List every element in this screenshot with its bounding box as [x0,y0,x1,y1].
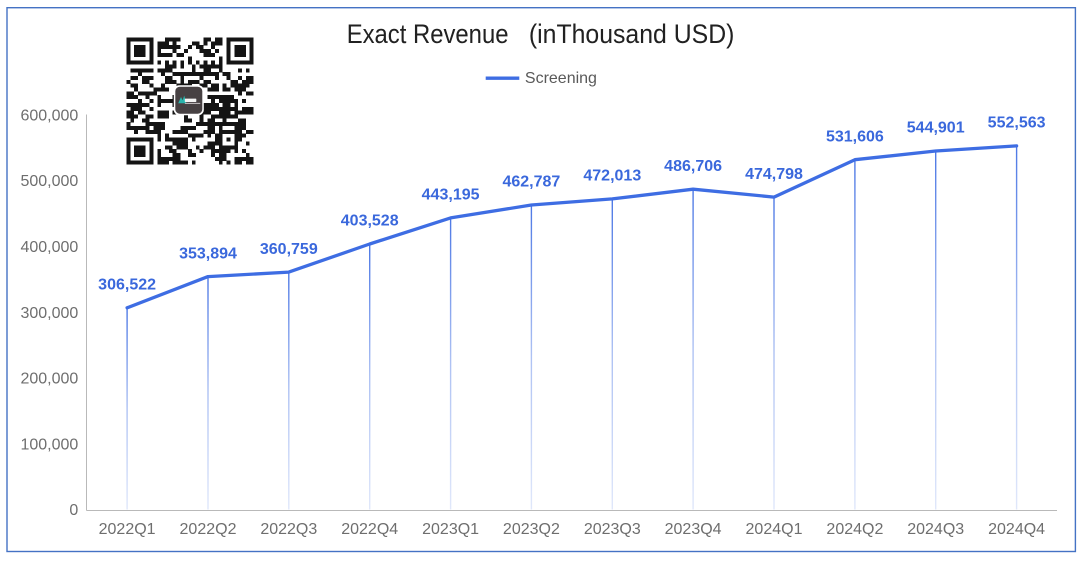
svg-text:552,563: 552,563 [988,115,1046,132]
svg-text:(inThousand USD): (inThousand USD) [529,19,735,49]
svg-text:2022Q1: 2022Q1 [99,521,156,538]
svg-text:462,787: 462,787 [502,174,560,191]
svg-text:2024Q3: 2024Q3 [907,521,964,538]
svg-text:360,759: 360,759 [260,241,318,258]
svg-text:2023Q3: 2023Q3 [584,521,641,538]
svg-text:472,013: 472,013 [583,168,641,185]
svg-text:306,522: 306,522 [98,277,156,294]
svg-text:Screening: Screening [525,70,597,87]
svg-text:300,000: 300,000 [20,305,78,322]
svg-text:486,706: 486,706 [664,158,722,175]
svg-text:443,195: 443,195 [422,187,480,204]
svg-text:544,901: 544,901 [907,120,965,137]
svg-text:2024Q4: 2024Q4 [988,521,1045,538]
svg-text:100,000: 100,000 [20,436,78,453]
svg-text:Exact Revenue: Exact Revenue [347,19,509,49]
svg-text:2024Q2: 2024Q2 [826,521,883,538]
svg-text:0: 0 [69,502,78,519]
svg-text:400,000: 400,000 [20,239,78,256]
svg-text:2023Q4: 2023Q4 [665,521,722,538]
svg-text:600,000: 600,000 [20,107,78,124]
svg-text:2023Q1: 2023Q1 [422,521,479,538]
svg-text:531,606: 531,606 [826,128,884,145]
svg-text:474,798: 474,798 [745,166,803,183]
svg-text:2022Q4: 2022Q4 [341,521,398,538]
svg-text:2023Q2: 2023Q2 [503,521,560,538]
svg-text:200,000: 200,000 [20,371,78,388]
svg-text:353,894: 353,894 [179,245,237,262]
svg-text:2024Q1: 2024Q1 [746,521,803,538]
svg-text:500,000: 500,000 [20,173,78,190]
svg-text:2022Q2: 2022Q2 [180,521,237,538]
svg-text:2022Q3: 2022Q3 [260,521,317,538]
svg-text:403,528: 403,528 [341,213,399,230]
